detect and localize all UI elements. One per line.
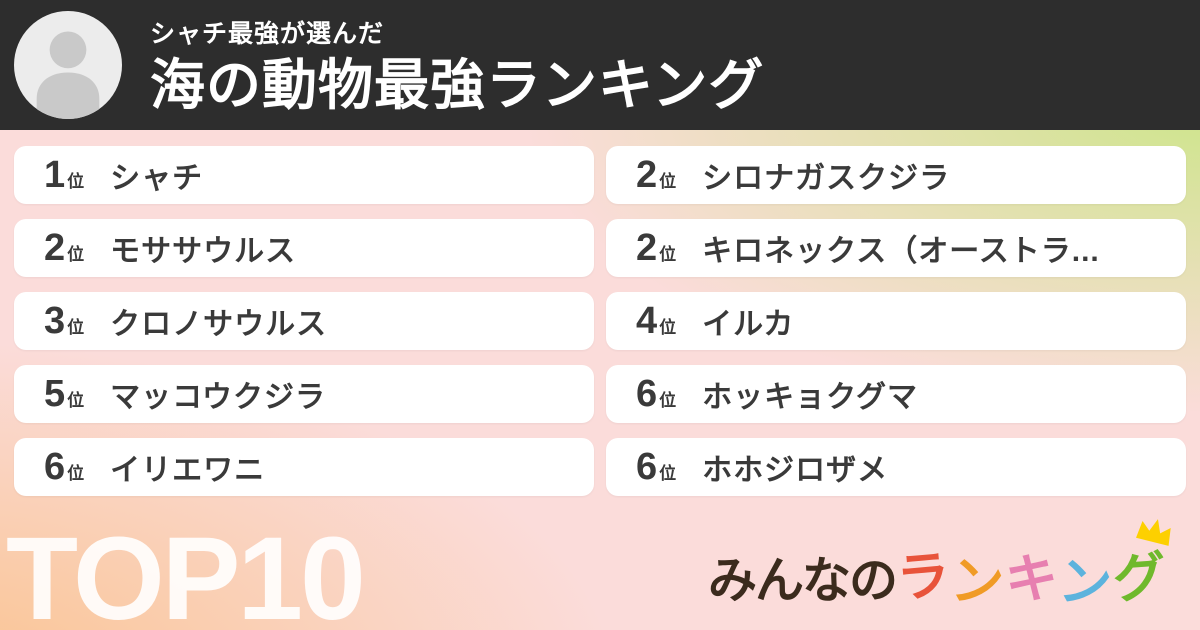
rank-number: 5 <box>44 373 66 415</box>
rank-suffix: 位 <box>659 245 677 264</box>
rank-number: 2 <box>636 154 658 196</box>
item-name: マッコウクジラ <box>110 381 326 414</box>
rank-number: 1 <box>44 154 66 196</box>
item-name: クロノサウルス <box>110 308 328 341</box>
logo-char: グ <box>1110 547 1168 610</box>
header: シャチ最強が選んだ 海の動物最強ランキング <box>0 0 1200 130</box>
logo-char: キ <box>1003 548 1060 611</box>
rank-suffix: 位 <box>659 391 677 410</box>
crown-icon <box>1136 519 1171 546</box>
avatar <box>14 11 122 119</box>
rank-number: 2 <box>44 227 66 269</box>
rank-suffix: 位 <box>67 391 85 410</box>
item-name: イルカ <box>702 308 795 341</box>
rank-number: 6 <box>44 446 66 488</box>
rank-suffix: 位 <box>659 172 677 191</box>
rank-suffix: 位 <box>659 318 677 337</box>
rank-suffix: 位 <box>67 172 85 191</box>
header-text: シャチ最強が選んだ 海の動物最強ランキング <box>150 14 764 116</box>
item-name: ホホジロザメ <box>702 454 889 487</box>
logo-char: ラ <box>894 545 953 610</box>
person-icon <box>36 31 100 119</box>
logo-char: ン <box>1056 551 1115 616</box>
logo-char: ン <box>948 551 1006 614</box>
top10-watermark: TOP10 <box>6 513 366 630</box>
ranking-author-subtitle: シャチ最強が選んだ <box>150 20 385 49</box>
rank-number: 6 <box>636 446 658 488</box>
logo-prefix: みんなの <box>707 554 898 608</box>
item-name: モササウルス <box>110 235 297 268</box>
rank-number: 2 <box>636 227 658 269</box>
item-name: シロナガスクジラ <box>702 162 951 195</box>
site-logo: みんなの ラ ン キ ン グ <box>707 519 1171 616</box>
item-name: ホッキョクグマ <box>702 381 918 414</box>
rank-suffix: 位 <box>67 464 85 483</box>
item-name: イリエワニ <box>110 454 266 487</box>
rank-suffix: 位 <box>659 464 677 483</box>
rank-suffix: 位 <box>67 318 85 337</box>
item-name: キロネックス（オーストラ... <box>702 235 1100 268</box>
rank-number: 3 <box>44 300 66 342</box>
item-name: シャチ <box>110 162 204 195</box>
rank-number: 4 <box>636 300 658 342</box>
rank-number: 6 <box>636 373 658 415</box>
page-title: 海の動物最強ランキング <box>150 54 765 116</box>
rank-suffix: 位 <box>67 245 85 264</box>
